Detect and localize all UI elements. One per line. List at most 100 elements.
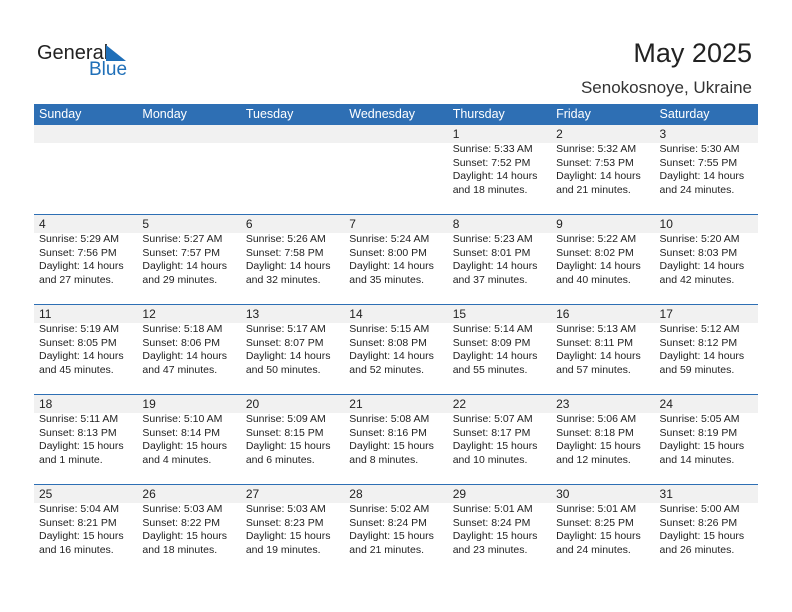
- sunrise-text: Sunrise: 5:29 AM: [39, 233, 119, 245]
- day-number: 31: [659, 487, 673, 501]
- daylight-text: Daylight: 15 hours: [142, 440, 228, 452]
- day-cell: 13 Sunrise: 5:17 AM Sunset: 8:07 PM Dayligh…: [241, 305, 344, 395]
- daylight-minutes-text: and 24 minutes.: [659, 183, 735, 196]
- daylight-minutes-text: and 14 minutes.: [659, 453, 735, 466]
- day-cell: 25 Sunrise: 5:04 AM Sunset: 8:21 PM Dayligh…: [34, 485, 137, 575]
- weekday-tuesday: Tuesday: [245, 107, 294, 121]
- sunset-text: Sunset: 7:52 PM: [452, 156, 531, 169]
- daylight-minutes-text: and 21 minutes.: [556, 183, 631, 196]
- sunset-text: Sunset: 8:15 PM: [245, 426, 324, 439]
- day-cell: 14 Sunrise: 5:15 AM Sunset: 8:08 PM Dayligh…: [344, 305, 447, 395]
- sunrise-text: Sunrise: 5:02 AM: [349, 503, 430, 515]
- day-cell: 27 Sunrise: 5:03 AM Sunset: 8:23 PM Dayligh…: [241, 485, 344, 575]
- day-number: 3: [659, 127, 667, 141]
- logo-text-blue: Blue: [89, 59, 128, 80]
- daylight-text: Daylight: 15 hours: [349, 530, 434, 542]
- daylight-minutes-text: and 1 minute.: [39, 453, 103, 466]
- day-cell: 1 Sunrise: 5:33 AM Sunset: 7:52 PM Daylight…: [448, 125, 551, 215]
- sunrise-text: Sunrise: 5:26 AM: [245, 233, 326, 245]
- daylight-minutes-text: and 10 minutes.: [452, 453, 528, 466]
- sunset-text: Sunset: 8:26 PM: [659, 516, 738, 529]
- daylight-text: Daylight: 15 hours: [659, 530, 745, 542]
- daylight-text: Daylight: 14 hours: [452, 170, 538, 182]
- day-cell: 12 Sunrise: 5:18 AM Sunset: 8:06 PM Dayligh…: [137, 305, 240, 395]
- day-cell: 23 Sunrise: 5:06 AM Sunset: 8:18 PM Dayligh…: [551, 395, 654, 485]
- daylight-text: Daylight: 14 hours: [142, 350, 228, 362]
- weekday-header: Sunday Monday Tuesday Wednesday Thursday…: [34, 104, 758, 125]
- daylight-minutes-text: and 47 minutes.: [142, 363, 218, 376]
- daylight-minutes-text: and 18 minutes.: [142, 543, 218, 556]
- daylight-minutes-text: and 12 minutes.: [556, 453, 631, 466]
- sunrise-text: Sunrise: 5:30 AM: [659, 143, 740, 155]
- daylight-text: Daylight: 14 hours: [349, 350, 434, 362]
- sunset-text: Sunset: 8:25 PM: [556, 516, 634, 529]
- sunset-text: Sunset: 7:53 PM: [556, 156, 634, 169]
- day-cell: 3 Sunrise: 5:30 AM Sunset: 7:55 PM Daylight…: [655, 125, 758, 215]
- date-strip: [34, 485, 758, 503]
- sunset-text: Sunset: 8:14 PM: [142, 426, 221, 439]
- sunset-text: Sunset: 8:03 PM: [659, 246, 738, 259]
- sunset-text: Sunset: 7:58 PM: [245, 246, 324, 259]
- week-row: 4 Sunrise: 5:29 AM Sunset: 7:56 PM Daylight…: [34, 214, 758, 305]
- day-number: 2: [556, 127, 563, 141]
- daylight-text: Daylight: 14 hours: [556, 170, 641, 182]
- empty-day-cell: [137, 125, 240, 215]
- day-cell: 19 Sunrise: 5:10 AM Sunset: 8:14 PM Dayligh…: [137, 395, 240, 485]
- day-number: 16: [556, 307, 570, 321]
- day-cell: 30 Sunrise: 5:01 AM Sunset: 8:25 PM Dayligh…: [551, 485, 654, 575]
- week-row: 18 Sunrise: 5:11 AM Sunset: 8:13 PM Dayligh…: [34, 394, 758, 485]
- day-number: 28: [349, 487, 363, 501]
- sunset-text: Sunset: 7:55 PM: [659, 156, 738, 169]
- week-row: 11 Sunrise: 5:19 AM Sunset: 8:05 PM Dayligh…: [34, 304, 758, 395]
- day-cell: 31 Sunrise: 5:00 AM Sunset: 8:26 PM Dayligh…: [655, 485, 758, 575]
- daylight-minutes-text: and 18 minutes.: [452, 183, 528, 196]
- day-cell: 7 Sunrise: 5:24 AM Sunset: 8:00 PM Daylight…: [344, 215, 447, 305]
- sunrise-text: Sunrise: 5:05 AM: [659, 413, 740, 425]
- sunrise-text: Sunrise: 5:11 AM: [39, 413, 119, 425]
- daylight-minutes-text: and 29 minutes.: [142, 273, 218, 286]
- daylight-minutes-text: and 32 minutes.: [245, 273, 321, 286]
- sunset-text: Sunset: 8:06 PM: [142, 336, 221, 349]
- day-cell: 17 Sunrise: 5:12 AM Sunset: 8:12 PM Dayligh…: [655, 305, 758, 395]
- daylight-minutes-text: and 6 minutes.: [245, 453, 315, 466]
- weekday-saturday: Saturday: [659, 107, 710, 121]
- date-strip: [34, 215, 758, 233]
- sunset-text: Sunset: 8:07 PM: [245, 336, 324, 349]
- day-cell: 20 Sunrise: 5:09 AM Sunset: 8:15 PM Dayligh…: [241, 395, 344, 485]
- daylight-minutes-text: and 19 minutes.: [245, 543, 321, 556]
- weekday-sunday: Sunday: [39, 107, 82, 121]
- daylight-text: Daylight: 15 hours: [452, 440, 538, 452]
- sunrise-text: Sunrise: 5:22 AM: [556, 233, 637, 245]
- day-number: 23: [556, 397, 570, 411]
- sunset-text: Sunset: 8:16 PM: [349, 426, 427, 439]
- sunset-text: Sunset: 8:22 PM: [142, 516, 221, 529]
- sunset-text: Sunset: 8:00 PM: [349, 246, 427, 259]
- sunset-text: Sunset: 8:09 PM: [452, 336, 531, 349]
- daylight-text: Daylight: 15 hours: [142, 530, 228, 542]
- day-number: 14: [349, 307, 363, 321]
- logo-triangle-icon: [106, 45, 126, 61]
- daylight-text: Daylight: 14 hours: [452, 350, 538, 362]
- day-number: 27: [245, 487, 260, 501]
- sunrise-text: Sunrise: 5:33 AM: [452, 143, 533, 155]
- sunrise-text: Sunrise: 5:01 AM: [452, 503, 533, 515]
- daylight-minutes-text: and 40 minutes.: [556, 273, 631, 286]
- date-strip: [34, 395, 758, 413]
- day-cell: 26 Sunrise: 5:03 AM Sunset: 8:22 PM Dayligh…: [137, 485, 240, 575]
- daylight-minutes-text: and 23 minutes.: [452, 543, 528, 556]
- day-number: 15: [452, 307, 467, 321]
- sunrise-text: Sunrise: 5:19 AM: [39, 323, 119, 335]
- day-number: 6: [245, 217, 253, 231]
- day-cell: 5 Sunrise: 5:27 AM Sunset: 7:57 PM Daylight…: [137, 215, 240, 305]
- sunrise-text: Sunrise: 5:06 AM: [556, 413, 637, 425]
- daylight-minutes-text: and 4 minutes.: [142, 453, 212, 466]
- sunrise-text: Sunrise: 5:18 AM: [142, 323, 223, 335]
- day-number: 4: [39, 217, 46, 231]
- sunset-text: Sunset: 8:11 PM: [556, 336, 633, 349]
- daylight-text: Daylight: 14 hours: [142, 260, 228, 272]
- daylight-text: Daylight: 15 hours: [39, 440, 124, 452]
- weekday-monday: Monday: [142, 107, 187, 121]
- weekday-wednesday: Wednesday: [349, 107, 416, 121]
- sunset-text: Sunset: 8:18 PM: [556, 426, 634, 439]
- daylight-minutes-text: and 37 minutes.: [452, 273, 528, 286]
